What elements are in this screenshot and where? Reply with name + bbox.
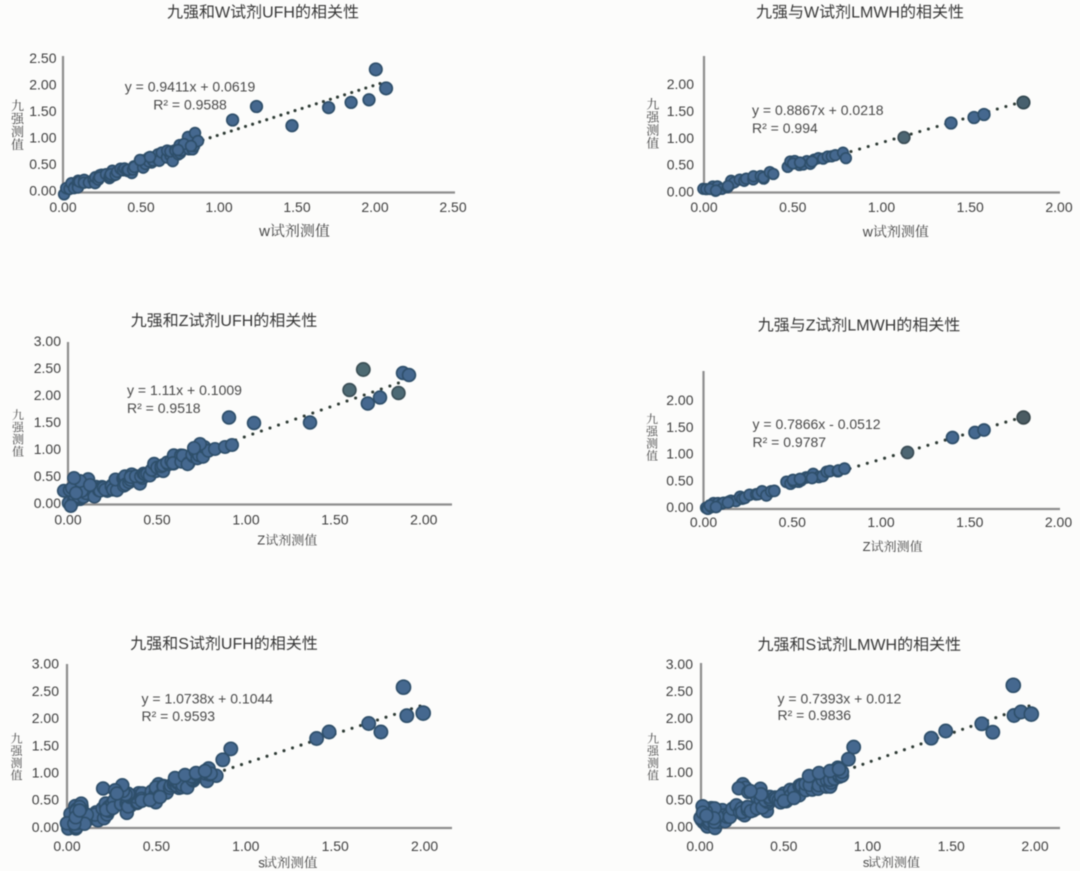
svg-text:1.50: 1.50: [29, 103, 56, 119]
svg-text:0.00: 0.00: [53, 838, 80, 854]
svg-text:Z: Z: [806, 318, 816, 335]
svg-text:W: W: [804, 5, 820, 22]
svg-text:2.00: 2.00: [666, 710, 693, 726]
svg-text:1.50: 1.50: [322, 838, 349, 854]
svg-text:2.00: 2.00: [667, 76, 694, 92]
svg-text:w: w: [862, 223, 874, 239]
svg-text:2.50: 2.50: [32, 683, 59, 699]
svg-text:0.50: 0.50: [143, 838, 170, 854]
svg-text:LMWH: LMWH: [847, 318, 896, 335]
svg-text:UFH: UFH: [221, 636, 254, 653]
svg-text:R² = 0.994: R² = 0.994: [752, 120, 818, 136]
svg-text:0.00: 0.00: [32, 819, 59, 835]
svg-text:R² = 0.9588: R² = 0.9588: [153, 96, 227, 112]
svg-text:3.00: 3.00: [32, 656, 59, 672]
svg-text:0.50: 0.50: [779, 514, 806, 530]
svg-text:2.50: 2.50: [29, 50, 56, 66]
svg-text:1.00: 1.00: [232, 838, 259, 854]
svg-text:2.00: 2.00: [361, 199, 388, 215]
svg-text:y = 1.0738x + 0.1044: y = 1.0738x + 0.1044: [142, 691, 274, 707]
svg-text:1.00: 1.00: [667, 130, 694, 146]
svg-text:UFH: UFH: [262, 5, 295, 22]
svg-text:y = 0.7393x + 0.012: y = 0.7393x + 0.012: [778, 691, 902, 707]
svg-text:1.50: 1.50: [667, 103, 694, 119]
svg-text:LMWH: LMWH: [848, 637, 897, 654]
svg-text:y = 1.11x + 0.1009: y = 1.11x + 0.1009: [127, 382, 242, 398]
svg-text:1.50: 1.50: [32, 737, 59, 753]
svg-text:1.50: 1.50: [666, 737, 693, 753]
svg-text:1.00: 1.00: [232, 511, 259, 527]
svg-text:1.50: 1.50: [321, 511, 348, 527]
svg-text:0.50: 0.50: [666, 791, 693, 807]
svg-text:y = 0.8867x + 0.0218: y = 0.8867x + 0.0218: [752, 102, 884, 118]
svg-text:1.00: 1.00: [854, 838, 881, 854]
svg-text:0.50: 0.50: [34, 468, 61, 484]
svg-text:0.50: 0.50: [779, 199, 806, 215]
svg-text:s: s: [863, 855, 870, 870]
svg-text:2.00: 2.00: [1045, 199, 1072, 215]
svg-text:3.00: 3.00: [666, 656, 693, 672]
svg-text:1.00: 1.00: [34, 441, 61, 457]
svg-text:R² = 0.9787: R² = 0.9787: [753, 434, 827, 450]
svg-text:S: S: [806, 637, 817, 654]
svg-text:2.00: 2.00: [29, 77, 56, 93]
svg-text:Z: Z: [863, 539, 871, 554]
svg-text:0.50: 0.50: [770, 838, 797, 854]
svg-text:0.00: 0.00: [29, 183, 56, 199]
svg-text:0.00: 0.00: [666, 818, 693, 834]
svg-text:2.50: 2.50: [439, 199, 466, 215]
svg-text:1.00: 1.00: [666, 764, 693, 780]
svg-text:0.00: 0.00: [49, 199, 76, 215]
svg-text:0.50: 0.50: [666, 473, 693, 489]
svg-text:0.50: 0.50: [29, 156, 56, 172]
svg-text:s: s: [258, 855, 265, 870]
svg-text:1.50: 1.50: [957, 199, 984, 215]
svg-text:1.50: 1.50: [938, 838, 965, 854]
svg-text:Z: Z: [257, 533, 265, 548]
svg-text:R² = 0.9836: R² = 0.9836: [778, 707, 852, 723]
svg-text:1.50: 1.50: [956, 514, 983, 530]
svg-text:1.50: 1.50: [34, 414, 61, 430]
svg-text:y = 0.9411x + 0.0619: y = 0.9411x + 0.0619: [125, 78, 256, 94]
svg-text:0.50: 0.50: [32, 792, 59, 808]
svg-text:2.50: 2.50: [34, 360, 61, 376]
svg-text:0.00: 0.00: [34, 495, 61, 511]
svg-text:0.50: 0.50: [143, 511, 170, 527]
svg-text:1.00: 1.00: [29, 130, 56, 146]
svg-text:LMWH: LMWH: [851, 5, 900, 22]
svg-text:2.00: 2.00: [32, 710, 59, 726]
svg-text:0.00: 0.00: [690, 514, 717, 530]
svg-text:w: w: [258, 223, 270, 240]
svg-text:1.00: 1.00: [205, 199, 232, 215]
svg-text:1.00: 1.00: [867, 514, 894, 530]
svg-text:0.00: 0.00: [667, 184, 694, 200]
svg-text:1.00: 1.00: [868, 199, 895, 215]
svg-text:1.00: 1.00: [666, 446, 693, 462]
svg-text:3.00: 3.00: [34, 333, 61, 349]
svg-text:2.00: 2.00: [1021, 838, 1048, 854]
svg-text:UFH: UFH: [220, 313, 253, 330]
svg-text:S: S: [178, 636, 189, 653]
svg-text:Z: Z: [179, 313, 189, 330]
svg-text:2.00: 2.00: [34, 387, 61, 403]
svg-text:2.00: 2.00: [411, 838, 438, 854]
svg-text:R² = 0.9593: R² = 0.9593: [142, 708, 216, 724]
svg-text:2.00: 2.00: [410, 511, 437, 527]
svg-text:0.50: 0.50: [667, 157, 694, 173]
svg-text:2.50: 2.50: [666, 683, 693, 699]
svg-text:W: W: [215, 5, 231, 22]
svg-text:2.00: 2.00: [666, 392, 693, 408]
svg-text:0.00: 0.00: [54, 511, 81, 527]
svg-text:0.50: 0.50: [127, 199, 154, 215]
svg-text:2.00: 2.00: [1045, 514, 1072, 530]
svg-text:R² = 0.9518: R² = 0.9518: [127, 400, 201, 416]
svg-text:y = 0.7866x - 0.0512: y = 0.7866x - 0.0512: [753, 416, 881, 432]
svg-text:0.00: 0.00: [686, 838, 713, 854]
svg-text:1.50: 1.50: [666, 419, 693, 435]
svg-text:0.00: 0.00: [666, 499, 693, 515]
svg-text:1.50: 1.50: [283, 199, 310, 215]
svg-text:0.00: 0.00: [690, 199, 717, 215]
svg-text:1.00: 1.00: [32, 765, 59, 781]
